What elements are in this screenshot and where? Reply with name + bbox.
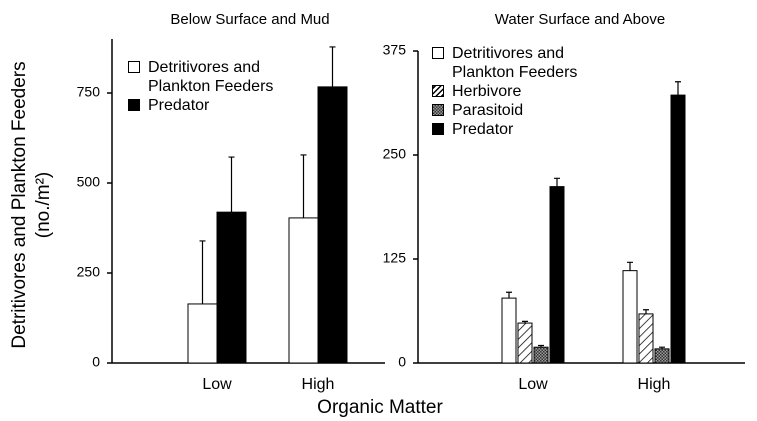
legend-swatch — [128, 61, 140, 73]
error-bar — [643, 309, 649, 314]
error-bar — [675, 81, 681, 96]
bar — [501, 297, 517, 364]
bar — [517, 322, 533, 364]
error-bar — [329, 46, 336, 87]
y-tick-label: 250 — [77, 264, 101, 280]
error-bar — [506, 291, 512, 299]
legend-item: Predator — [128, 96, 298, 115]
legend: Detritivores and Plankton Feeders Herbivo… — [432, 44, 602, 139]
error-bar — [300, 154, 307, 218]
chart-title: Water Surface and Above — [495, 11, 665, 28]
y-axis-label: Detritivores and Plankton Feeders — [9, 61, 30, 348]
legend-item: Herbivore — [432, 82, 602, 101]
legend: Detritivores and Plankton Feeders Predato… — [128, 58, 298, 115]
x-tick-label: Low — [518, 376, 548, 393]
y-tick-label: 500 — [77, 174, 101, 190]
error-bar — [228, 156, 235, 213]
legend-label: Detritivores and Plankton Feeders — [148, 59, 274, 95]
x-axis-label: Organic Matter — [317, 397, 443, 418]
legend-label: Detritivores and Plankton Feeders — [452, 45, 578, 81]
y-tick-label: 0 — [398, 354, 406, 370]
legend-swatch — [128, 99, 140, 111]
bar — [549, 186, 565, 364]
bar — [670, 94, 686, 364]
legend-swatch — [432, 85, 444, 97]
bar — [288, 217, 319, 364]
y-tick-label: 750 — [77, 84, 101, 100]
y-tick-label: 125 — [383, 250, 407, 266]
y-tick-label: 250 — [383, 146, 407, 162]
legend-item: Parasitoid — [432, 101, 602, 120]
bar — [317, 86, 348, 364]
y-axis-label: (no./m²) — [33, 172, 54, 239]
legend-label: Predator — [452, 121, 514, 138]
error-bar — [538, 344, 544, 348]
legend-item: Detritivores and Plankton Feeders — [432, 44, 602, 82]
bar — [187, 303, 218, 364]
error-bar — [627, 261, 633, 271]
y-tick-label: 375 — [383, 42, 407, 58]
error-bar — [554, 177, 560, 187]
legend-item: Detritivores and Plankton Feeders — [128, 58, 298, 96]
bar — [533, 346, 549, 364]
x-tick-label: High — [638, 376, 671, 393]
chart-title: Below Surface and Mud — [170, 11, 329, 28]
error-bar — [199, 240, 206, 304]
legend-swatch — [432, 123, 444, 135]
bar — [638, 313, 654, 364]
bar — [654, 348, 670, 364]
legend-swatch — [432, 47, 444, 59]
legend-label: Herbivore — [452, 83, 522, 100]
error-bar — [522, 320, 528, 324]
bar — [622, 270, 638, 364]
legend-swatch — [432, 104, 444, 116]
x-tick-label: Low — [202, 376, 232, 393]
legend-item: Predator — [432, 120, 602, 139]
y-tick-label: 0 — [92, 354, 100, 370]
x-tick-label: High — [302, 376, 335, 393]
error-bar — [659, 346, 665, 349]
legend-label: Parasitoid — [452, 102, 524, 119]
bar — [216, 211, 247, 364]
legend-label: Predator — [148, 97, 210, 114]
